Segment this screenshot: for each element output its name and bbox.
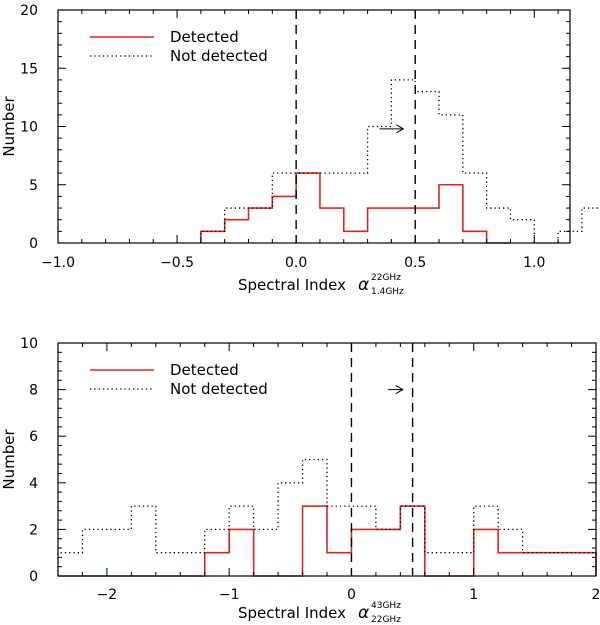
x-tick-label: 0.0 (285, 255, 307, 271)
y-axis-label: Number (0, 96, 18, 157)
y-tick-label: 4 (29, 476, 38, 492)
x-axis-label: Spectral Index (238, 276, 346, 294)
legend-label-detected: Detected (170, 361, 239, 379)
y-tick-label: 5 (29, 178, 38, 194)
series-detected-step-line (200, 172, 511, 244)
x-tick-label: −1 (219, 587, 240, 603)
series-detected-step-line (58, 505, 597, 577)
y-tick-label: 0 (29, 236, 38, 252)
legend-label-not-detected: Not detected (170, 380, 268, 398)
legend-label-not-detected: Not detected (170, 47, 268, 65)
x-axis-label-subscript: 1.4GHz (371, 287, 404, 297)
y-tick-label: 8 (29, 383, 38, 399)
x-tick-label: 0 (347, 587, 356, 603)
arrow-head-icon (395, 385, 404, 395)
y-axis-label: Number (0, 429, 18, 490)
y-tick-label: 15 (20, 61, 38, 77)
x-axis-label-subscript: 22GHz (371, 615, 401, 625)
y-tick-label: 0 (29, 569, 38, 585)
y-tick-label: 20 (20, 3, 38, 19)
x-tick-label: −2 (97, 587, 118, 603)
x-axis-label-superscript: 43GHz (371, 601, 401, 611)
top-histogram-panel: −1.0 −0.5 0.0 0.5 1.0 0 5 10 15 20 Number Spectral … (0, 3, 600, 297)
x-tick-label: 1 (469, 587, 478, 603)
series-not-detected-step-line (57, 458, 597, 576)
arrow-head-icon (396, 124, 405, 134)
y-tick-label: 10 (20, 120, 38, 136)
x-tick-label: 0.5 (404, 255, 426, 271)
x-axis-label-superscript: 22GHz (371, 273, 401, 283)
x-tick-label: 1.0 (523, 255, 545, 271)
series-not-detected-step-line (200, 79, 600, 244)
legend-label-detected: Detected (170, 28, 239, 46)
plot-frame (57, 9, 571, 244)
x-tick-label: 2 (592, 587, 600, 603)
y-tick-label: 2 (29, 522, 38, 538)
x-tick-label: −1.0 (41, 255, 75, 271)
x-axis-label: Spectral Index (238, 604, 346, 622)
y-tick-label: 10 (20, 336, 38, 352)
x-tick-label: −0.5 (160, 255, 194, 271)
y-tick-label: 6 (29, 429, 38, 445)
bottom-histogram-panel: −2 −1 0 1 2 0 2 4 6 8 10 Number Spectral Index α 43GHz… (0, 336, 600, 625)
x-axis-alpha-symbol: α (358, 275, 369, 295)
x-axis-alpha-symbol: α (358, 603, 369, 623)
